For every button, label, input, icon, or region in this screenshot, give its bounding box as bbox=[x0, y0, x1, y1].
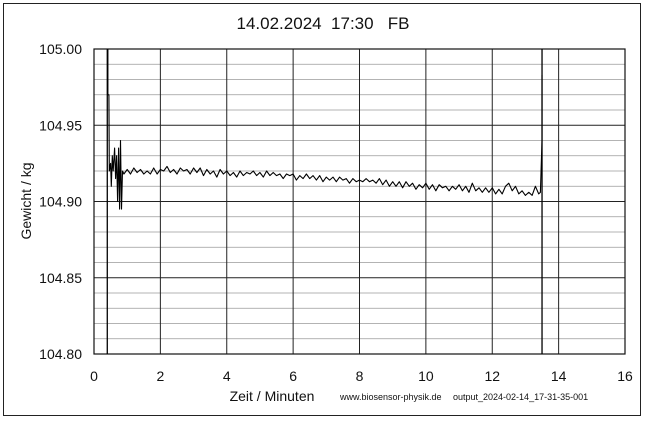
y-tick-label: 104.95 bbox=[39, 117, 82, 133]
x-tick-label: 8 bbox=[356, 368, 364, 384]
x-tick-label: 2 bbox=[156, 368, 164, 384]
plot-area bbox=[93, 48, 626, 355]
y-tick-label: 105.00 bbox=[39, 41, 82, 57]
footer-output-file: output_2024-02-14_17-31-35-001 bbox=[453, 392, 588, 402]
footer-website: www.biosensor-physik.de bbox=[339, 392, 442, 402]
x-tick-label: 4 bbox=[223, 368, 231, 384]
x-tick-label: 10 bbox=[418, 368, 434, 384]
x-tick-label: 16 bbox=[617, 368, 633, 384]
y-tick-label: 104.80 bbox=[39, 346, 82, 362]
x-tick-labels: 0 2 4 6 8 10 12 14 16 bbox=[90, 368, 633, 384]
x-tick-label: 6 bbox=[289, 368, 297, 384]
grid bbox=[94, 49, 625, 354]
y-axis-label: Gewicht / kg bbox=[18, 162, 34, 239]
y-tick-label: 104.85 bbox=[39, 270, 82, 286]
x-tick-label: 14 bbox=[551, 368, 567, 384]
y-tick-labels: 104.80 104.85 104.90 104.95 105.00 bbox=[39, 41, 82, 362]
x-tick-label: 0 bbox=[90, 368, 98, 384]
chart-title: 14.02.2024 17:30 FB bbox=[237, 14, 410, 33]
x-tick-label: 12 bbox=[484, 368, 500, 384]
x-axis-label: Zeit / Minuten bbox=[230, 388, 315, 404]
y-tick-label: 104.90 bbox=[39, 194, 82, 210]
series-line bbox=[107, 49, 543, 210]
series bbox=[107, 49, 543, 210]
chart-frame bbox=[3, 3, 641, 416]
